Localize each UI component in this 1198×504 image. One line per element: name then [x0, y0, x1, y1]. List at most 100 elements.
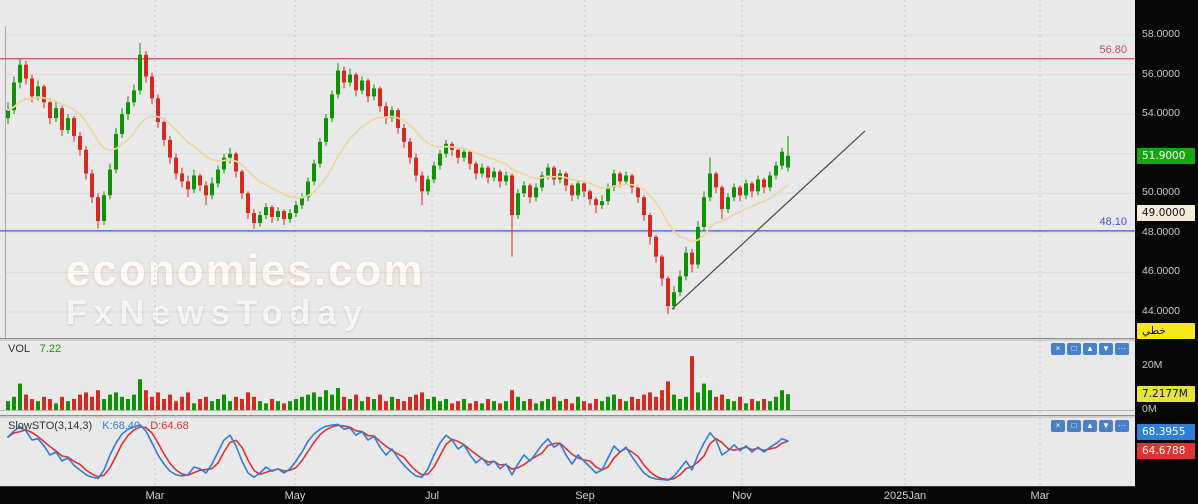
- last-price-badge: 51.9000: [1137, 147, 1195, 164]
- volume-pane[interactable]: VOL 7.22 × □ ▲ ▼ ···: [0, 341, 1135, 415]
- volume-bar: [714, 396, 718, 410]
- candle: [192, 175, 196, 190]
- volume-bar: [288, 401, 292, 410]
- volume-bar: [480, 403, 484, 410]
- volume-bar: [450, 403, 454, 410]
- candle: [576, 183, 580, 196]
- volume-bar: [756, 401, 760, 410]
- volume-bar: [726, 399, 730, 410]
- scroll-up-button[interactable]: ▲: [1083, 343, 1097, 355]
- volume-bar: [672, 394, 676, 410]
- stochastic-chart[interactable]: [0, 418, 1135, 486]
- candle: [552, 167, 556, 180]
- candle: [402, 127, 406, 142]
- volume-bar: [246, 392, 250, 410]
- volume-bar: [270, 399, 274, 410]
- candle: [48, 102, 52, 119]
- time-axis-label: May: [284, 490, 306, 502]
- candle: [666, 278, 670, 307]
- price-axis-label: 54.0000: [1142, 107, 1180, 120]
- candle: [42, 86, 46, 103]
- volume-bar: [456, 401, 460, 410]
- stochastic-k-value: K:68.40: [102, 420, 141, 432]
- candle: [240, 171, 244, 194]
- candle: [396, 110, 400, 128]
- candle: [384, 106, 388, 119]
- pane-separator[interactable]: [0, 338, 1135, 341]
- volume-bar: [264, 403, 268, 410]
- volume-bar: [780, 390, 784, 410]
- volume-bar: [360, 401, 364, 410]
- candle: [510, 175, 514, 216]
- volume-bar: [720, 394, 724, 410]
- candle: [360, 80, 364, 91]
- price-axis-label: 50.0000: [1142, 186, 1180, 199]
- volume-axis-label: 0M: [1142, 403, 1157, 415]
- candle: [486, 167, 490, 178]
- volume-bar: [684, 396, 688, 410]
- time-axis[interactable]: Mar May Jul Sep Nov 2025Jan Mar: [0, 486, 1198, 504]
- candle: [624, 175, 628, 182]
- candle: [108, 169, 112, 196]
- close-button[interactable]: ×: [1051, 420, 1065, 432]
- candle: [126, 102, 130, 115]
- candle: [726, 197, 730, 210]
- restore-button[interactable]: □: [1067, 420, 1081, 432]
- candle: [498, 171, 502, 182]
- candle: [84, 149, 88, 174]
- volume-bar: [18, 383, 22, 410]
- candle: [24, 64, 28, 79]
- candle: [432, 165, 436, 180]
- volume-bar: [492, 401, 496, 410]
- scroll-up-button[interactable]: ▲: [1083, 420, 1097, 432]
- pane-separator[interactable]: [0, 415, 1135, 418]
- volume-bar: [636, 399, 640, 410]
- scroll-down-button[interactable]: ▼: [1099, 343, 1113, 355]
- more-button[interactable]: ···: [1115, 343, 1129, 355]
- volume-bar: [72, 399, 76, 410]
- volume-bar: [138, 379, 142, 410]
- volume-bar: [66, 401, 70, 410]
- volume-bar: [678, 399, 682, 410]
- volume-bar: [522, 401, 526, 410]
- volume-bar: [486, 399, 490, 410]
- volume-bar: [36, 401, 40, 410]
- volume-chart[interactable]: [0, 341, 1135, 415]
- price-axis-panel[interactable]: 58.0000 56.0000 54.0000 50.0000 49.0000 48.00…: [1135, 0, 1198, 504]
- volume-bar: [384, 401, 388, 410]
- scroll-down-button[interactable]: ▼: [1099, 420, 1113, 432]
- volume-bar: [234, 396, 238, 410]
- restore-button[interactable]: □: [1067, 343, 1081, 355]
- close-button[interactable]: ×: [1051, 343, 1065, 355]
- volume-bar: [600, 401, 604, 410]
- candle: [582, 183, 586, 192]
- volume-bar: [114, 392, 118, 410]
- volume-bar: [324, 390, 328, 410]
- candle: [468, 151, 472, 164]
- candle: [378, 88, 382, 107]
- volume-bar: [192, 403, 196, 410]
- time-axis-label: 2025Jan: [883, 490, 927, 502]
- candle: [6, 110, 10, 119]
- volume-bar: [30, 399, 34, 410]
- candle: [522, 185, 526, 194]
- candle: [252, 213, 256, 223]
- volume-bar: [516, 396, 520, 410]
- stochastic-d-line: [7, 424, 789, 481]
- candlestick-chart[interactable]: [0, 0, 1135, 338]
- moving-average-line: [7, 96, 789, 243]
- volume-bar: [462, 399, 466, 410]
- volume-bar: [126, 399, 130, 410]
- volume-bar: [642, 394, 646, 410]
- candle: [588, 191, 592, 200]
- candle: [780, 151, 784, 166]
- more-button[interactable]: ···: [1115, 420, 1129, 432]
- price-chart-pane[interactable]: economies.com FxNewsToday 56.80 48.10: [0, 0, 1135, 338]
- volume-bar: [594, 399, 598, 410]
- price-axis-label: 58.0000: [1142, 28, 1180, 40]
- stochastic-pane[interactable]: SlowSTO(3,14,3) K:68.40 D:64.68 × □ ▲ ▼ ···: [0, 418, 1135, 486]
- volume-bar: [744, 403, 748, 410]
- volume-bar: [552, 396, 556, 410]
- volume-bar: [690, 356, 694, 410]
- candle: [258, 215, 262, 223]
